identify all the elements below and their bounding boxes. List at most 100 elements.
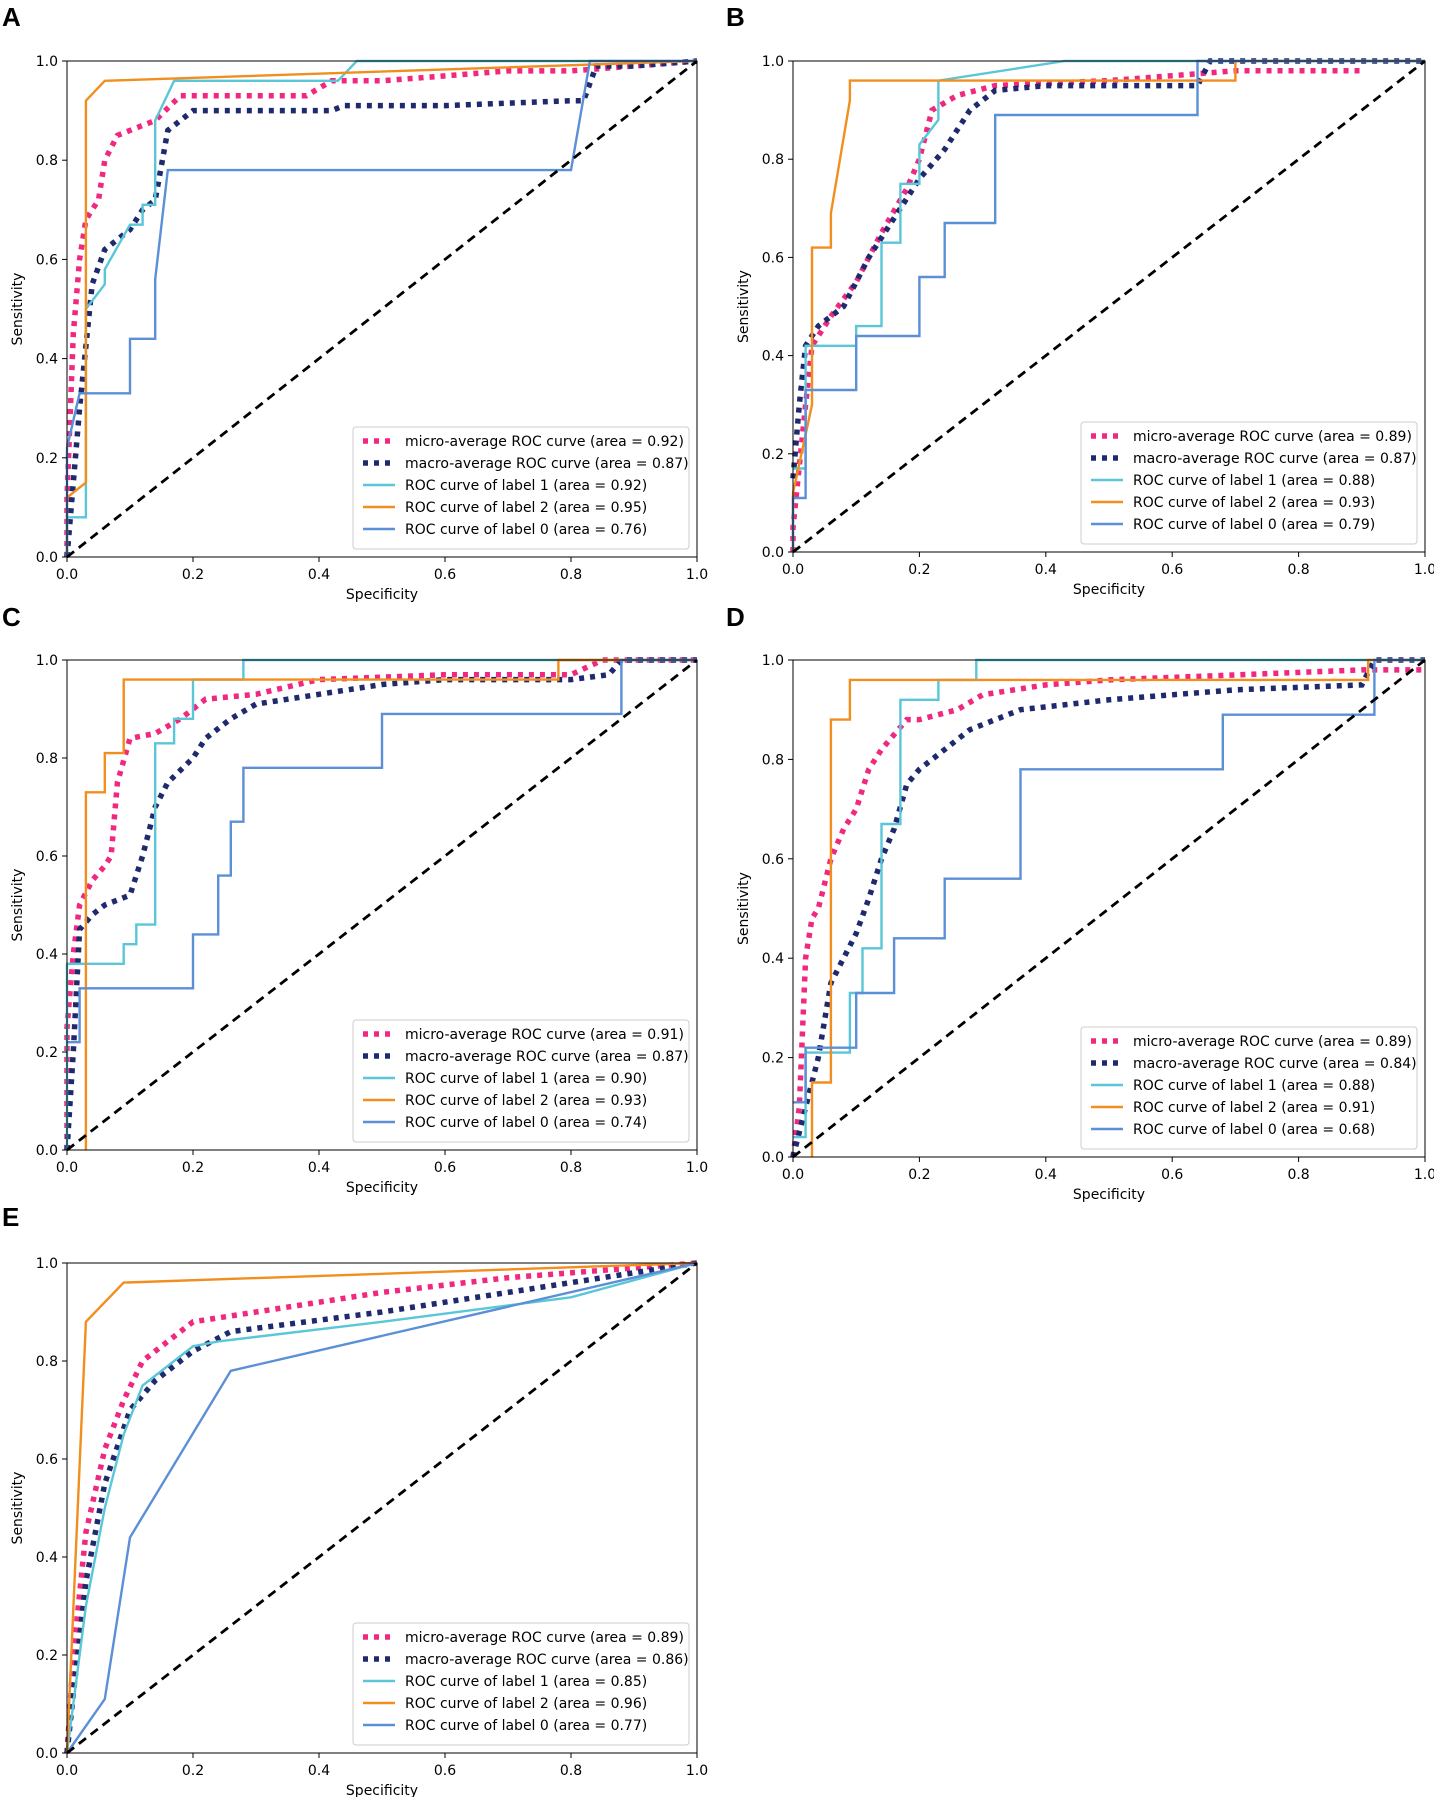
y-tick-label: 0.0 — [36, 1746, 58, 1762]
y-tick-label: 0.4 — [36, 1550, 58, 1566]
y-tick-label: 0.8 — [762, 752, 784, 768]
legend-label: ROC curve of label 2 (area = 0.93) — [405, 1093, 647, 1109]
panel-letter: D — [726, 602, 745, 632]
y-tick-label: 1.0 — [36, 54, 58, 70]
x-tick-label: 0.8 — [560, 567, 582, 583]
roc-series-line-3 — [84, 658, 697, 1150]
roc-panel-b: B 0.0 0.2 0.4 0.6 0.8 1.0 0.0 0.2 0.4 0.6 0.8 1.0 Spe… — [726, 2, 1434, 598]
x-tick-label: 0.4 — [1035, 562, 1057, 578]
legend-label: ROC curve of label 0 (area = 0.68) — [1133, 1122, 1375, 1138]
x-tick-label: 1.0 — [686, 1763, 708, 1779]
y-tick-label: 0.4 — [762, 349, 784, 365]
x-tick-label: 1.0 — [686, 567, 708, 583]
legend-label: macro-average ROC curve (area = 0.86) — [405, 1652, 689, 1668]
x-tick-label: 1.0 — [1414, 1167, 1434, 1183]
legend: micro-average ROC curve (area = 0.92) mac… — [352, 426, 690, 550]
roc-series-line-3 — [791, 59, 1425, 552]
y-tick-label: 0.0 — [762, 545, 784, 561]
chance-diagonal-line — [792, 59, 1426, 554]
y-tick-label: 0.8 — [36, 153, 58, 169]
legend-label: micro-average ROC curve (area = 0.89) — [405, 1630, 684, 1646]
y-tick-label: 0.2 — [36, 451, 58, 467]
x-tick-label: 0.0 — [56, 567, 78, 583]
chance-diagonal-line — [66, 59, 698, 559]
y-tick-label: 0.0 — [36, 550, 58, 566]
legend-label: micro-average ROC curve (area = 0.89) — [1133, 1034, 1412, 1050]
y-tick-label: 0.2 — [36, 1045, 58, 1061]
roc-panel-c: C 0.0 0.2 0.4 0.6 0.8 1.0 0.0 0.2 0.4 0.6 0.8 1.0 Spe… — [2, 602, 708, 1196]
legend-label: ROC curve of label 1 (area = 0.92) — [405, 478, 647, 494]
x-tick-label: 0.0 — [782, 562, 804, 578]
plot-frame — [792, 60, 1426, 553]
roc-series-line-3 — [810, 658, 1425, 1157]
y-tick-label: 0.4 — [36, 947, 58, 963]
x-tick-label: 0.8 — [1287, 1167, 1309, 1183]
roc-series-line-0 — [64, 1260, 698, 1754]
roc-series-line-1 — [64, 58, 698, 558]
legend-label: ROC curve of label 0 (area = 0.77) — [405, 1718, 647, 1734]
y-tick-label: 1.0 — [762, 54, 784, 70]
legend-label: macro-average ROC curve (area = 0.87) — [1133, 451, 1417, 467]
roc-panel-d: D 0.0 0.2 0.4 0.6 0.8 1.0 0.0 0.2 0.4 0.6 0.8 1.0 Spe… — [726, 602, 1434, 1203]
x-tick-label: 0.4 — [1035, 1167, 1057, 1183]
roc-series-line-1 — [64, 1260, 698, 1754]
legend-label: macro-average ROC curve (area = 0.87) — [405, 456, 689, 472]
legend-label: micro-average ROC curve (area = 0.89) — [1133, 429, 1412, 445]
roc-series-line-4 — [67, 658, 697, 1044]
chance-diagonal-line — [66, 658, 698, 1152]
x-axis-label: Specificity — [346, 1783, 418, 1797]
legend-label: ROC curve of label 1 (area = 0.88) — [1133, 1078, 1375, 1094]
legend-box — [352, 1622, 690, 1746]
x-tick-label: 0.2 — [182, 1160, 204, 1176]
plot-frame — [66, 659, 698, 1151]
legend-box — [1080, 421, 1418, 545]
legend-label: ROC curve of label 1 (area = 0.85) — [405, 1674, 647, 1690]
y-tick-label: 0.2 — [762, 1051, 784, 1067]
y-tick-label: 0.6 — [36, 1452, 58, 1468]
y-axis-label: Sensitivity — [736, 270, 752, 343]
roc-series-line-3 — [65, 1261, 698, 1754]
legend-label: ROC curve of label 0 (area = 0.79) — [1133, 517, 1375, 533]
x-axis-label: Specificity — [1073, 1187, 1145, 1203]
legend-label: ROC curve of label 1 (area = 0.90) — [405, 1071, 647, 1087]
roc-series-line-0 — [64, 657, 697, 1150]
x-tick-label: 0.8 — [560, 1160, 582, 1176]
series-group — [64, 1260, 698, 1755]
roc-series-line-4 — [793, 658, 1425, 1104]
roc-series-line-0 — [790, 68, 1362, 552]
legend: micro-average ROC curve (area = 0.89) mac… — [1080, 1026, 1418, 1150]
roc-series-line-4 — [791, 59, 1425, 552]
x-tick-label: 0.0 — [56, 1160, 78, 1176]
y-tick-label: 1.0 — [36, 1256, 58, 1272]
panel-letter: B — [726, 2, 745, 32]
roc-series-line-1 — [790, 58, 1425, 479]
panel-letter: C — [2, 602, 21, 632]
y-axis-label: Sensitivity — [736, 872, 752, 945]
y-tick-label: 0.4 — [762, 951, 784, 967]
series-group — [790, 657, 1426, 1159]
y-tick-label: 0.8 — [36, 751, 58, 767]
x-tick-label: 0.6 — [434, 1763, 456, 1779]
x-axis-label: Specificity — [346, 587, 418, 603]
x-tick-label: 0.4 — [308, 1160, 330, 1176]
chance-diagonal-line — [66, 1261, 698, 1755]
panel-letter: A — [2, 2, 21, 32]
legend-label: ROC curve of label 0 (area = 0.76) — [405, 522, 647, 538]
y-tick-label: 1.0 — [762, 653, 784, 669]
x-tick-label: 0.2 — [908, 1167, 930, 1183]
plot-frame — [66, 60, 698, 558]
legend: micro-average ROC curve (area = 0.89) mac… — [352, 1622, 690, 1746]
legend-label: ROC curve of label 0 (area = 0.74) — [405, 1115, 647, 1131]
x-tick-label: 1.0 — [1414, 562, 1434, 578]
roc-series-line-2 — [793, 658, 1425, 1139]
legend-label: macro-average ROC curve (area = 0.87) — [405, 1049, 689, 1065]
x-tick-label: 0.4 — [308, 1763, 330, 1779]
legend-box — [352, 1019, 690, 1143]
x-axis-label: Specificity — [346, 1180, 418, 1196]
legend-label: ROC curve of label 2 (area = 0.93) — [1133, 495, 1375, 511]
roc-series-line-4 — [66, 1261, 698, 1754]
series-group — [790, 58, 1426, 554]
x-tick-label: 0.8 — [1287, 562, 1309, 578]
y-axis-label: Sensitivity — [10, 1472, 26, 1545]
